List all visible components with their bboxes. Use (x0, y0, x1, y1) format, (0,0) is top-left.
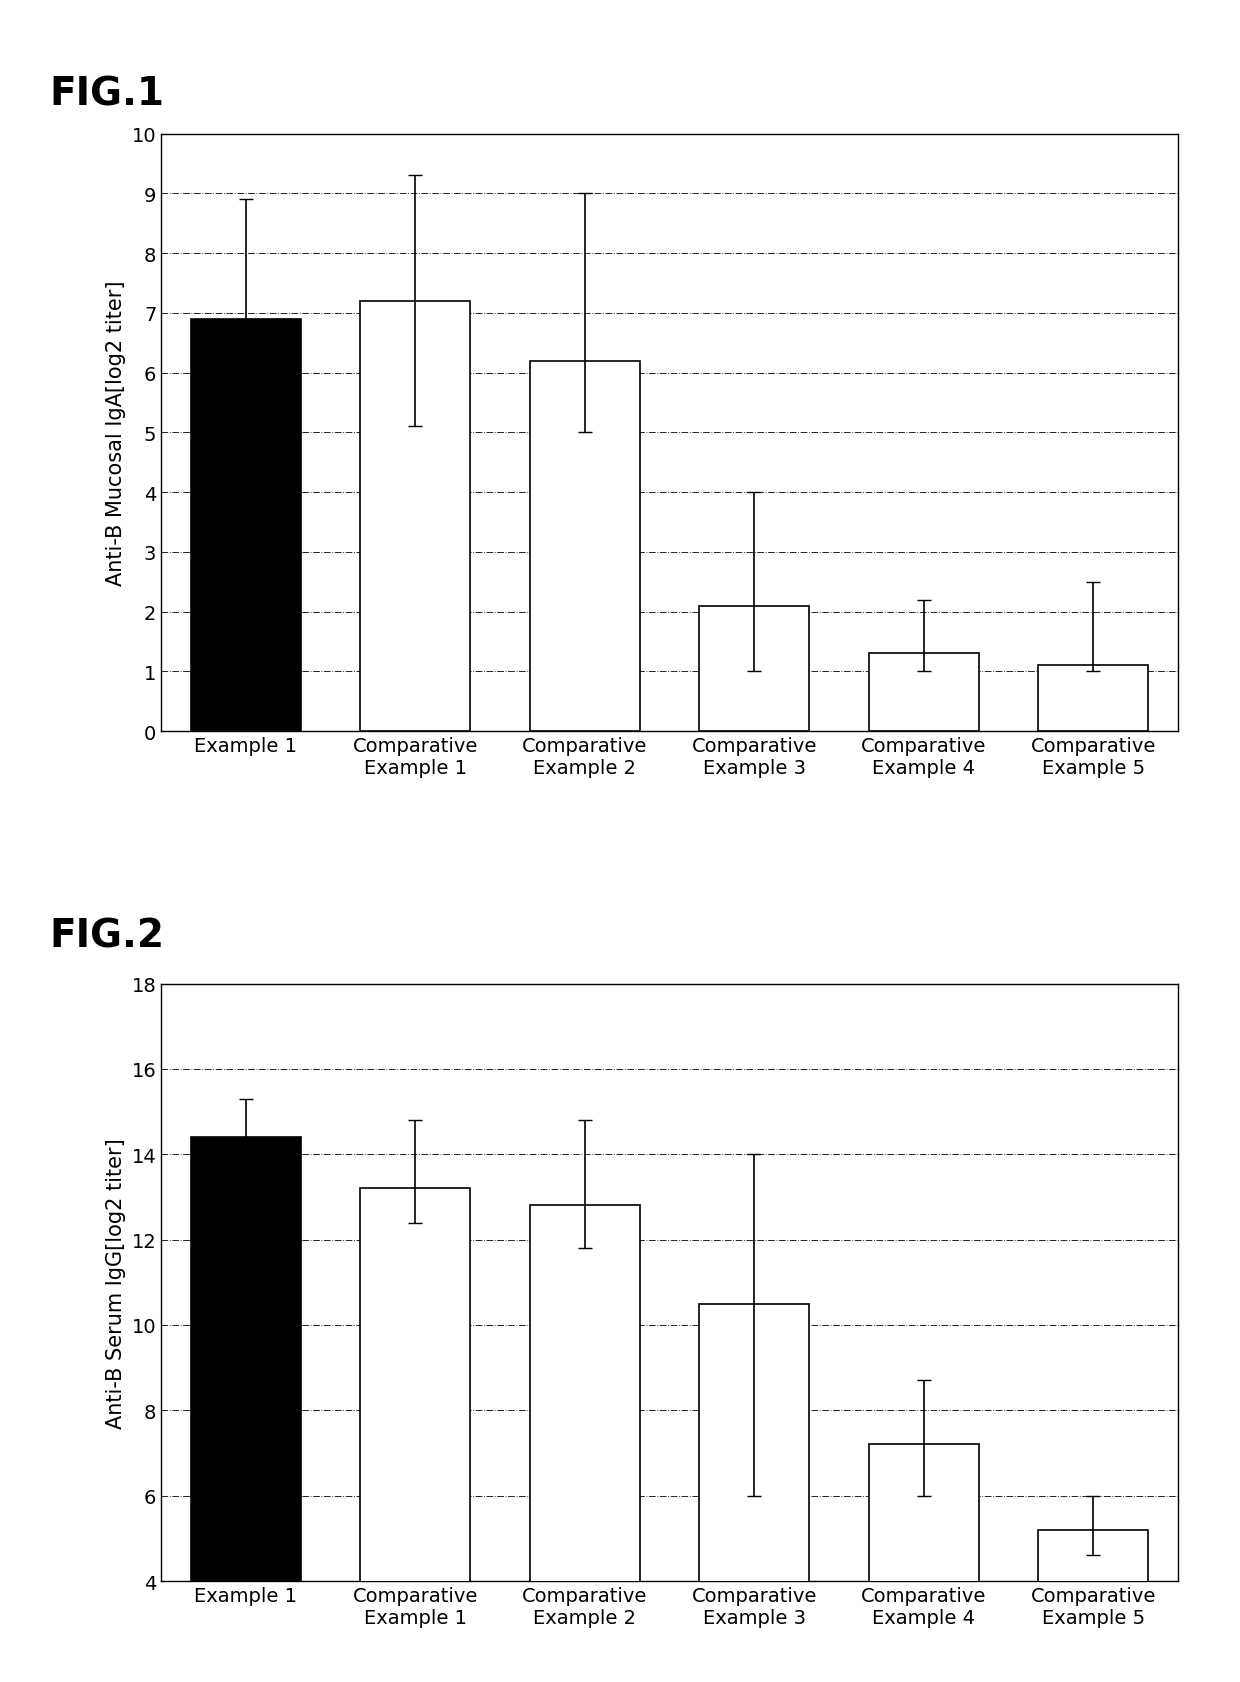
Y-axis label: Anti-B Serum IgG[log2 titer]: Anti-B Serum IgG[log2 titer] (107, 1137, 126, 1428)
Bar (361, 301, 470, 732)
Bar (1038, 1531, 1148, 1682)
Text: FIG.2: FIG.2 (50, 917, 165, 955)
Text: FIG.1: FIG.1 (50, 76, 165, 114)
Bar (529, 1206, 640, 1682)
Y-axis label: Anti-B Mucosal IgA[log2 titer]: Anti-B Mucosal IgA[log2 titer] (107, 281, 126, 585)
Bar (869, 1445, 978, 1682)
Bar (191, 320, 301, 732)
Bar (1038, 666, 1148, 732)
Bar (699, 1304, 810, 1682)
Bar (529, 362, 640, 732)
Bar (361, 1189, 470, 1682)
Bar (869, 654, 978, 732)
Bar (191, 1137, 301, 1682)
Bar (699, 606, 810, 732)
